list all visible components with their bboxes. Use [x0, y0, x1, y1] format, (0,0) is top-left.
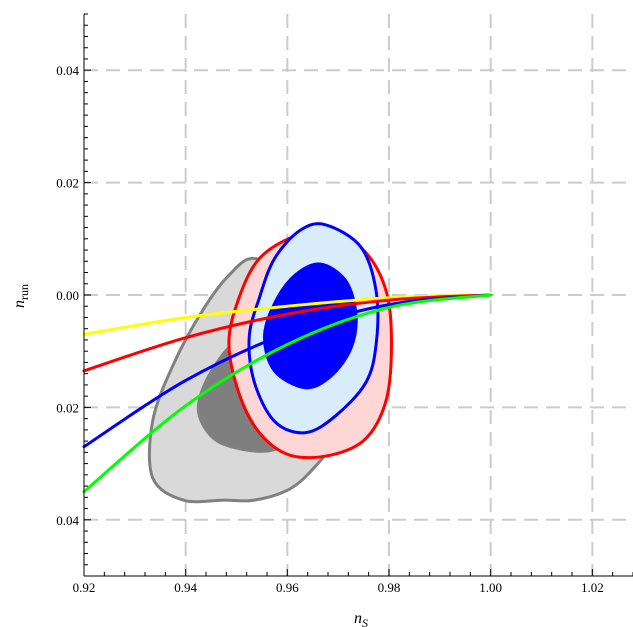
x-axis-label-subscript: S: [362, 616, 368, 627]
y-axis-label-subscript: run: [17, 284, 31, 300]
x-tick-label: 1.00: [479, 580, 502, 595]
x-tick-label: 0.98: [378, 580, 401, 595]
x-tick-label: 0.96: [276, 580, 299, 595]
y-tick-label:  0.02: [53, 400, 79, 415]
y-tick-label:  0.04: [53, 513, 80, 528]
x-tick-labels: 0.92 0.94 0.96 0.98 1.00 1.02: [73, 580, 604, 595]
y-tick-labels: 0.04 0.02 0.00  0.02  0.04: [53, 63, 80, 528]
x-tick-label: 0.94: [174, 580, 197, 595]
y-tick-label: 0.00: [56, 288, 79, 303]
x-tick-label: 0.92: [73, 580, 96, 595]
x-axis-label: nS: [354, 610, 368, 627]
y-axis-label: nrun: [11, 284, 31, 308]
y-tick-label: 0.02: [56, 176, 79, 191]
x-tick-label: 1.02: [581, 580, 604, 595]
y-tick-label: 0.04: [56, 63, 79, 78]
